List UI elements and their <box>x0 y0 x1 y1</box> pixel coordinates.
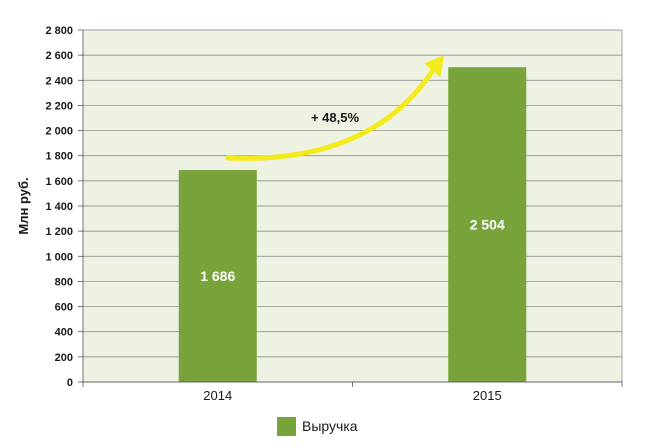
y-tick-label: 2 800 <box>45 25 73 37</box>
legend-label: Выручка <box>302 418 358 434</box>
legend-swatch <box>277 416 296 436</box>
gridlines <box>82 29 623 383</box>
bar-2014 <box>178 170 257 382</box>
y-tick-label: 800 <box>55 276 73 288</box>
y-axis-label: Млн руб. <box>16 177 31 234</box>
y-tick-label: 0 <box>67 377 73 389</box>
y-tick-label: 200 <box>55 352 73 364</box>
y-tick-label: 600 <box>55 302 73 314</box>
y-tick-label: 400 <box>55 327 73 339</box>
arrow-curve <box>225 68 435 161</box>
growth-arrow <box>225 55 445 161</box>
y-tick-label: 1 600 <box>45 176 73 188</box>
bar-2015 <box>448 67 527 382</box>
y-tick-label: 1 200 <box>45 226 73 238</box>
y-tick-label: 1 000 <box>45 251 73 263</box>
y-tick-label: 1 400 <box>45 201 73 213</box>
x-tick-label: 2015 <box>473 388 502 403</box>
y-tick-label: 2 200 <box>45 100 73 112</box>
y-tick-label: 2 000 <box>45 126 73 138</box>
y-tick-label: 2 600 <box>45 50 73 62</box>
y-tick-label: 2 400 <box>45 75 73 87</box>
x-tick-label: 2014 <box>203 388 232 403</box>
y-axis-ticks: 0 200 400 600 800 1 000 1 200 1 400 1 600 1 800 2 … <box>45 25 83 389</box>
growth-annotation: + 48,5% <box>311 110 360 125</box>
data-label-2015: 2 504 <box>470 217 505 233</box>
arrow-head <box>424 55 445 78</box>
data-label-2014: 1 686 <box>200 268 235 284</box>
bars: 1 686 2 504 <box>178 67 527 382</box>
x-axis-ticks: 2014 2015 <box>82 381 623 403</box>
legend: Выручка <box>277 416 358 436</box>
y-tick-label: 1 800 <box>45 151 73 163</box>
